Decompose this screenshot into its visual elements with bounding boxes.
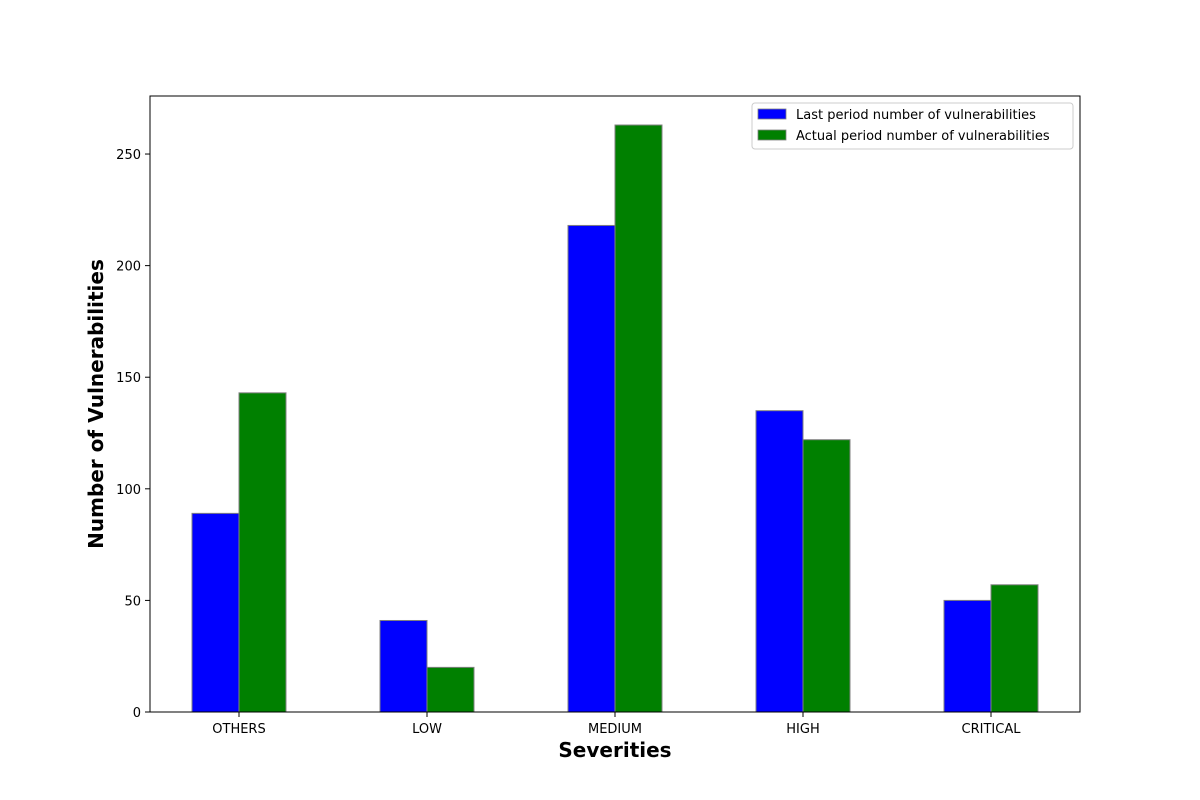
- bar-last-period-others: [191, 512, 240, 713]
- bar-last-period-medium: [567, 224, 616, 713]
- x-tick-label-medium: MEDIUM: [588, 722, 642, 737]
- y-tick-label: 100: [116, 483, 141, 498]
- bar-last-period-low: [379, 619, 428, 713]
- x-tick-label-others: OTHERS: [212, 722, 265, 737]
- bar-last-period-critical: [943, 599, 992, 713]
- y-tick-label: 0: [133, 706, 141, 721]
- bar-last-period-high: [755, 410, 804, 713]
- y-tick-label: 200: [116, 260, 141, 275]
- bar-actual-period-critical: [990, 584, 1039, 713]
- x-axis-title: Severities: [558, 738, 671, 762]
- legend-label-last-period: Last period number of vulnerabilities: [796, 108, 1036, 123]
- y-tick-label: 250: [116, 148, 141, 163]
- legend-label-actual-period: Actual period number of vulnerabilities: [796, 129, 1050, 144]
- x-tick-label-high: HIGH: [786, 722, 819, 737]
- bar-actual-period-low: [426, 666, 475, 713]
- bars-group: [191, 124, 1039, 713]
- bar-actual-period-high: [802, 439, 851, 713]
- legend-swatch-last-period: [757, 108, 787, 120]
- x-tick-label-low: LOW: [412, 722, 442, 737]
- y-axis: 0 50 100 150 200 250: [116, 148, 150, 721]
- x-tick-label-critical: CRITICAL: [962, 722, 1022, 737]
- y-tick-label: 50: [124, 594, 141, 609]
- x-axis: OTHERS LOW MEDIUM HIGH CRITICAL: [212, 712, 1021, 737]
- bar-actual-period-others: [238, 392, 287, 713]
- y-tick-label: 150: [116, 371, 141, 386]
- y-axis-title: Number of Vulnerabilities: [84, 259, 108, 549]
- bar-actual-period-medium: [614, 124, 663, 713]
- legend-frame: [751, 102, 1074, 150]
- legend-swatch-actual-period: [757, 129, 787, 141]
- legend: Last period number of vulnerabilities Ac…: [751, 102, 1074, 150]
